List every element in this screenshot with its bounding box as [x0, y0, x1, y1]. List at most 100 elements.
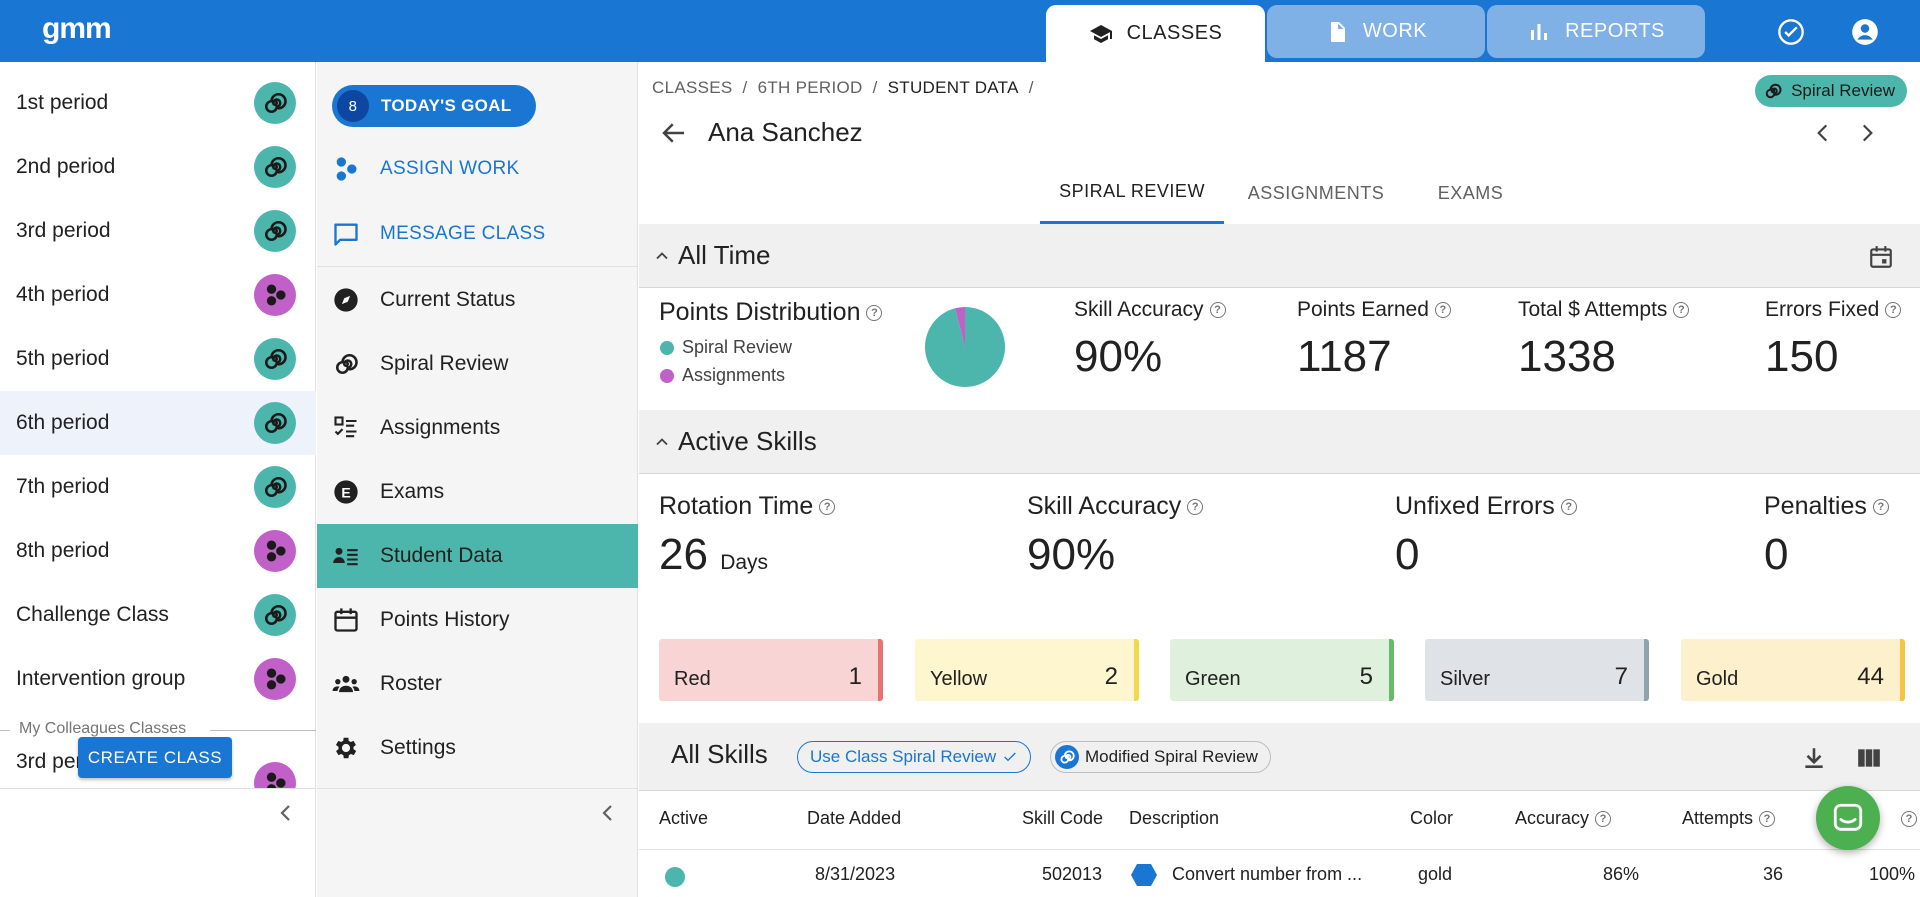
- menu-item-current-status[interactable]: Current Status: [317, 268, 638, 332]
- nav-tab-reports[interactable]: REPORTS: [1487, 5, 1705, 58]
- help-icon[interactable]: ?: [866, 304, 883, 321]
- level-label: Silver: [1440, 668, 1491, 690]
- all-time-header[interactable]: All Time: [639, 224, 1920, 288]
- class-item-1st-period[interactable]: 1st period: [0, 71, 316, 135]
- chevron-left-icon[interactable]: [274, 801, 298, 825]
- message-icon: [334, 223, 358, 246]
- stat-label-text: Penalties: [1764, 492, 1867, 520]
- class-item-label: 5th period: [16, 347, 110, 370]
- column-header-skill-code[interactable]: Skill Code: [1022, 808, 1104, 828]
- class-item-label: 6th period: [16, 411, 110, 434]
- help-icon[interactable]: ?: [1901, 811, 1917, 827]
- column-header-date-added[interactable]: Date Added: [807, 808, 902, 828]
- menu-item-exams[interactable]: E Exams: [317, 460, 638, 524]
- message-class-button[interactable]: MESSAGE CLASS: [332, 214, 545, 254]
- class-item-6th-period[interactable]: 6th period: [0, 391, 316, 455]
- level-count: 1: [848, 663, 862, 690]
- help-icon[interactable]: ?: [1872, 498, 1889, 515]
- level-yellow[interactable]: Yellow 2: [915, 639, 1139, 701]
- svg-text:E: E: [341, 484, 350, 500]
- rotation-time-label: Rotation Time?: [659, 492, 836, 521]
- nav-tab-work[interactable]: WORK: [1267, 5, 1485, 58]
- mode-chip[interactable]: Spiral Review: [1755, 75, 1907, 107]
- next-student-icon[interactable]: [1854, 120, 1880, 146]
- column-header-description[interactable]: Description: [1129, 808, 1220, 828]
- tab-spiral-review[interactable]: SPIRAL REVIEW: [1040, 162, 1224, 224]
- todays-goal-button[interactable]: 8 TODAY'S GOAL: [332, 85, 536, 127]
- assign-work-button[interactable]: ASSIGN WORK: [332, 149, 519, 189]
- class-item-7th-period[interactable]: 7th period: [0, 455, 316, 519]
- account-icon[interactable]: [1851, 18, 1879, 46]
- mode-chip-label: Spiral Review: [1791, 81, 1895, 100]
- nav-tab-classes[interactable]: CLASSES: [1046, 5, 1265, 62]
- chat-button[interactable]: [1816, 786, 1880, 850]
- previous-student-icon[interactable]: [1810, 120, 1836, 146]
- breadcrumb-classes[interactable]: CLASSES: [652, 78, 733, 97]
- column-header-color[interactable]: Color: [1410, 808, 1454, 828]
- tab-exams[interactable]: EXAMS: [1437, 182, 1504, 203]
- spiral-icon: [336, 353, 358, 374]
- breadcrumb-period[interactable]: 6TH PERIOD: [757, 78, 863, 97]
- class-item-2nd-period[interactable]: 2nd period: [0, 135, 316, 199]
- help-icon[interactable]: ?: [1187, 498, 1204, 515]
- level-red[interactable]: Red 1: [659, 639, 883, 701]
- help-icon[interactable]: ?: [1209, 302, 1226, 318]
- class-item-5th-period[interactable]: 5th period: [0, 327, 316, 391]
- help-icon[interactable]: ?: [1673, 302, 1690, 318]
- level-green[interactable]: Green 5: [1170, 639, 1394, 701]
- calendar-icon[interactable]: [1868, 244, 1894, 270]
- menu-item-assignments[interactable]: Assignments: [317, 396, 638, 460]
- modified-spiral-review-chip[interactable]: Modified Spiral Review: [1050, 741, 1271, 773]
- unfixed-errors-label: Unfixed Errors?: [1395, 492, 1577, 521]
- class-item-intervention-group[interactable]: Intervention group: [0, 647, 316, 711]
- class-item-3rd-period[interactable]: 3rd period: [0, 199, 316, 263]
- download-icon[interactable]: [1801, 745, 1827, 771]
- colleagues-label: My Colleagues Classes: [19, 720, 187, 737]
- help-icon[interactable]: ?: [1759, 810, 1776, 827]
- menu-item-points-history[interactable]: Points History: [317, 588, 638, 652]
- back-arrow-icon[interactable]: [659, 118, 689, 148]
- legend-swatch: [660, 368, 674, 383]
- menu-item-spiral-review[interactable]: Spiral Review: [317, 332, 638, 396]
- help-icon[interactable]: ?: [1595, 810, 1612, 827]
- help-icon[interactable]: ?: [1560, 498, 1577, 515]
- menu-item-label: Settings: [380, 736, 456, 759]
- active-skills-header[interactable]: Active Skills: [639, 410, 1920, 474]
- class-item-4th-period[interactable]: 4th period: [0, 263, 316, 327]
- goal-count: 8: [337, 90, 369, 122]
- check-circle-icon[interactable]: [1777, 18, 1805, 46]
- help-icon[interactable]: ?: [819, 498, 836, 515]
- legend-spiral-review: Spiral Review: [660, 337, 792, 358]
- app-logo[interactable]: gmm: [42, 12, 112, 45]
- menu-item-student-data[interactable]: Student Data: [317, 524, 638, 588]
- menu-item-settings[interactable]: Settings: [317, 716, 638, 780]
- cell-accuracy: 86%: [1603, 864, 1640, 884]
- section-title: Active Skills: [678, 426, 817, 456]
- help-icon[interactable]: ?: [1885, 302, 1902, 318]
- column-header-accuracy[interactable]: Accuracy?: [1515, 808, 1612, 829]
- create-class-button[interactable]: CREATE CLASS: [78, 737, 232, 778]
- table-row[interactable]: 8/31/2023 502013 Convert number from ...…: [639, 849, 1920, 897]
- stat-label-text: Errors Fixed: [1765, 298, 1880, 321]
- level-silver[interactable]: Silver 7: [1425, 639, 1649, 701]
- stat-label-text: Skill Accuracy: [1074, 298, 1204, 321]
- columns-icon[interactable]: [1855, 745, 1883, 771]
- action-label: ASSIGN WORK: [380, 158, 520, 179]
- legend-swatch: [660, 340, 674, 355]
- stat-label-text: Unfixed Errors: [1395, 492, 1555, 520]
- help-icon[interactable]: ?: [1434, 302, 1451, 318]
- assignments-icon: [254, 762, 296, 788]
- class-item-challenge-class[interactable]: Challenge Class: [0, 583, 316, 647]
- breadcrumb: CLASSES/6TH PERIOD / STUDENT DATA /: [652, 78, 1034, 97]
- checklist-icon: [334, 416, 357, 438]
- level-gold[interactable]: Gold 44: [1681, 639, 1905, 701]
- class-item-8th-period[interactable]: 8th period: [0, 519, 316, 583]
- menu-item-roster[interactable]: Roster: [317, 652, 638, 716]
- column-header-active[interactable]: Active: [659, 808, 709, 828]
- chevron-left-icon[interactable]: [596, 801, 620, 825]
- use-class-spiral-review-chip[interactable]: Use Class Spiral Review: [797, 741, 1032, 773]
- column-header-attempts[interactable]: Attempts?: [1682, 808, 1776, 829]
- tab-assignments[interactable]: ASSIGNMENTS: [1247, 182, 1385, 203]
- top-bar: gmm CLASSES WORK REPORTS: [0, 0, 1920, 62]
- student-data-main: CLASSES/6TH PERIOD / STUDENT DATA / Spiral …: [639, 62, 1920, 897]
